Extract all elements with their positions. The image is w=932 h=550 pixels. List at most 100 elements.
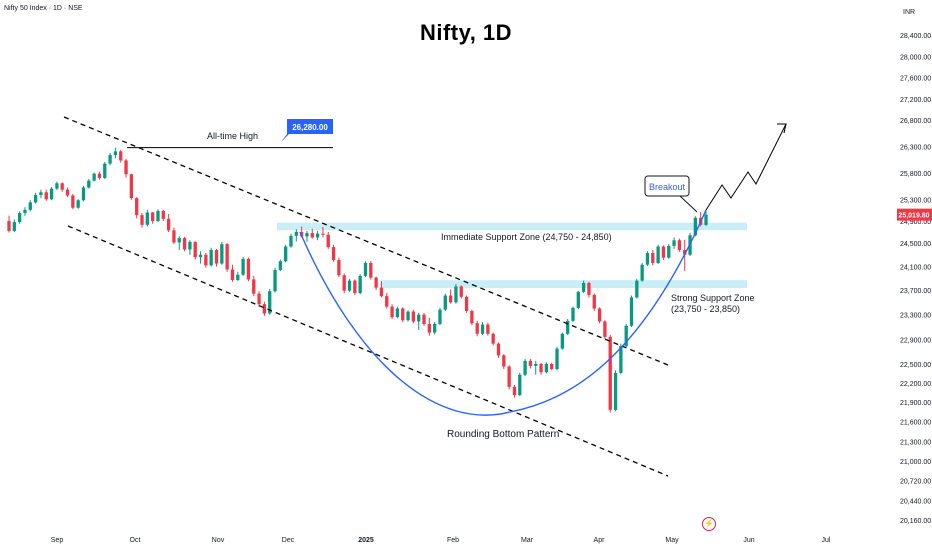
candle-body [305, 233, 309, 237]
candle [470, 309, 474, 326]
y-tick-label: 22,200.00 [900, 381, 931, 388]
candle [523, 359, 527, 377]
candle [496, 342, 501, 358]
candle [417, 312, 421, 331]
candle-body [443, 295, 447, 310]
candle [331, 244, 336, 262]
candle [113, 147, 118, 159]
candle [432, 322, 437, 335]
candle [321, 227, 325, 238]
y-tick-label: 20,160.00 [900, 518, 931, 525]
pattern-label: Rounding Bottom Pattern [447, 429, 559, 440]
candle [252, 275, 256, 297]
candle-body [273, 270, 277, 292]
candle [172, 227, 176, 245]
candle-body [459, 286, 463, 297]
candle [363, 261, 368, 278]
candle [459, 285, 463, 299]
x-tick-label: Feb [447, 537, 459, 544]
price-axis: INR 28,400.00 28,000.00 27,600.00 27,200.00 2… [897, 9, 932, 525]
ath-badge-text: 26,280.00 [292, 123, 328, 132]
candle [629, 295, 634, 327]
candle-body [677, 240, 682, 251]
candle-body [518, 374, 522, 396]
y-tick-label: 24,900.00 [900, 219, 931, 226]
candle-body [507, 366, 511, 387]
candle [230, 264, 235, 282]
time-axis: Sep Oct Nov Dec 2025 Feb Mar Apr May Jun Jul [51, 537, 831, 544]
candle-body [188, 241, 192, 250]
candle-body [236, 274, 240, 281]
candle [379, 281, 384, 298]
candle [390, 304, 394, 319]
candle [512, 384, 517, 398]
candle-body [284, 246, 288, 262]
candle-body [225, 244, 229, 270]
candle [395, 306, 400, 319]
candle-body [693, 217, 698, 236]
candle-body [124, 160, 128, 175]
candle [129, 173, 134, 200]
candle [278, 259, 283, 272]
candle-body [683, 250, 687, 255]
candle [353, 279, 357, 295]
candle [555, 346, 559, 371]
candle-body [667, 245, 671, 258]
candle-body [12, 222, 16, 231]
x-tick-label: Jun [743, 537, 754, 544]
currency-label: INR [903, 9, 915, 16]
candle-body [294, 232, 298, 236]
y-tick-label: 24,100.00 [900, 265, 931, 272]
channel-lower-line [67, 225, 669, 477]
candle [28, 200, 32, 212]
candle [491, 332, 495, 346]
candle-body [113, 151, 118, 156]
candle [592, 293, 596, 311]
candle-body [321, 233, 325, 235]
y-tick-label: 21,900.00 [900, 400, 931, 407]
candle-body [645, 252, 650, 265]
candle-body [156, 210, 160, 221]
candle-body [49, 188, 54, 200]
candle-body [65, 189, 70, 196]
candle-body [103, 163, 107, 178]
candle [294, 229, 298, 242]
candle-body [257, 293, 261, 305]
candle [587, 281, 591, 298]
candle [220, 241, 224, 265]
x-tick-label: 2025 [358, 537, 374, 544]
candle-body [480, 324, 485, 334]
candle-body [310, 233, 314, 238]
candle [464, 295, 469, 313]
candle [97, 171, 102, 180]
candle [177, 236, 181, 251]
candle [262, 301, 267, 316]
projection-path [705, 123, 787, 211]
chart-labels: All-time High 26,280.00 Breakout Immediate … [207, 119, 755, 440]
candle [624, 323, 628, 348]
immediate-support-zone [277, 222, 747, 231]
candle-body [172, 230, 176, 243]
candle-body [315, 233, 320, 238]
strong-support-zone [380, 280, 747, 289]
candle-body [71, 195, 75, 208]
x-tick-label: Dec [282, 537, 295, 544]
y-tick-label: 23,700.00 [900, 288, 931, 295]
y-tick-label: 23,300.00 [900, 313, 931, 320]
candle [273, 267, 277, 293]
candle [193, 241, 197, 260]
y-tick-label: 26,800.00 [900, 118, 931, 125]
candle-body [151, 212, 155, 221]
candle-body [512, 386, 517, 396]
lightning-icon[interactable]: ⚡ [702, 517, 716, 531]
candle [209, 247, 213, 267]
candle-body [411, 311, 416, 322]
strong-zone-label-2: (23,750 - 23,850) [671, 304, 740, 314]
symbol-header: Nifty 50 Index · 1D · NSE [4, 5, 83, 12]
breakout-label: Breakout [649, 182, 686, 192]
candle [326, 232, 330, 249]
candle-body [603, 321, 607, 337]
candle-body [209, 250, 213, 266]
candle-body [33, 194, 38, 203]
